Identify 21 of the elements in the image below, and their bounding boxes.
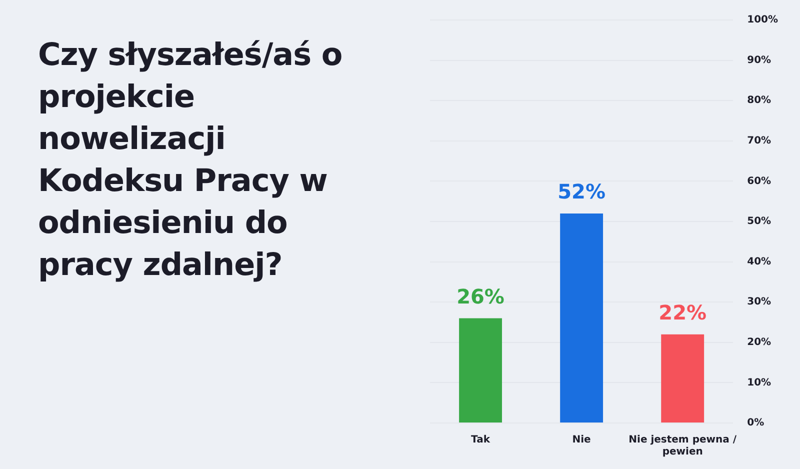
x-tick-label: Nie — [572, 434, 592, 446]
data-label: 52% — [558, 180, 606, 204]
y-tick-label: 70% — [747, 135, 772, 146]
y-tick-label: 40% — [747, 256, 772, 268]
bar — [661, 334, 704, 422]
bar — [560, 213, 604, 422]
y-tick-label: 10% — [747, 377, 772, 388]
y-tick-label: 90% — [747, 54, 772, 66]
y-tick-label: 60% — [747, 176, 772, 187]
data-label: 26% — [456, 284, 504, 308]
y-tick-label: 100% — [747, 14, 778, 26]
y-tick-label: 30% — [747, 296, 772, 308]
text: Czy słyszałeś/aś o projekcie nowelizacji Kodeksu Pracy w odniesieniu do pracy zdalnej? — [38, 36, 344, 285]
y-tick-label: 80% — [747, 95, 772, 106]
y-tick-label: 50% — [747, 216, 772, 228]
x-tick-label: Nie jestem pewna / pewien — [628, 434, 737, 458]
bar — [459, 318, 502, 422]
x-tick-label: Tak — [471, 434, 490, 446]
data-label: 22% — [658, 300, 707, 325]
y-tick-label: 20% — [747, 336, 772, 348]
y-tick-label: 0% — [747, 418, 764, 429]
